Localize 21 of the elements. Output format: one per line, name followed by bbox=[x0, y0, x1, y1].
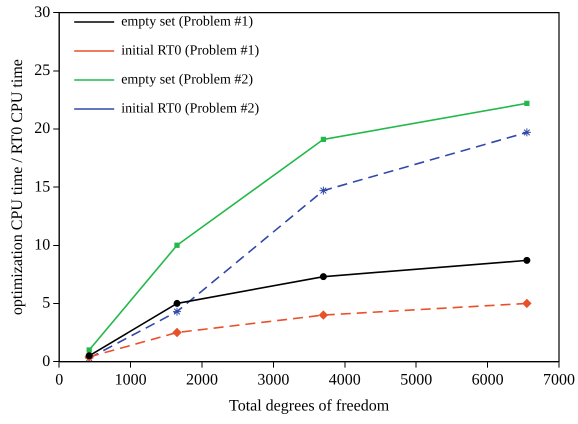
legend-label: initial RT0 (Problem #2) bbox=[121, 102, 260, 117]
y-tick-label: 10 bbox=[34, 236, 50, 254]
legend-label: initial RT0 (Problem #1) bbox=[121, 44, 260, 59]
x-tick-label: 6000 bbox=[472, 371, 504, 388]
y-tick-label: 0 bbox=[42, 352, 50, 370]
legend-label: empty set (Problem #1) bbox=[121, 14, 254, 30]
x-tick-label: 5000 bbox=[400, 371, 432, 388]
legend-label: empty set (Problem #2) bbox=[121, 72, 254, 88]
y-tick-label: 5 bbox=[42, 294, 50, 312]
y-axis-title: optimization CPU time / RT0 CPU time bbox=[8, 59, 26, 316]
y-tick-label: 25 bbox=[34, 62, 50, 79]
x-axis-title: Total degrees of freedom bbox=[229, 398, 390, 415]
x-tick-label: 1000 bbox=[114, 371, 147, 388]
x-tick-label: 3000 bbox=[257, 371, 290, 388]
x-tick-label: 2000 bbox=[186, 371, 218, 388]
x-tick-label: 7000 bbox=[543, 371, 575, 388]
y-tick-label: 30 bbox=[34, 4, 50, 21]
y-tick-label: 20 bbox=[34, 120, 50, 138]
x-tick-label: 4000 bbox=[328, 371, 361, 388]
x-tick-label: 0 bbox=[55, 371, 64, 388]
y-tick-label: 15 bbox=[34, 178, 50, 196]
